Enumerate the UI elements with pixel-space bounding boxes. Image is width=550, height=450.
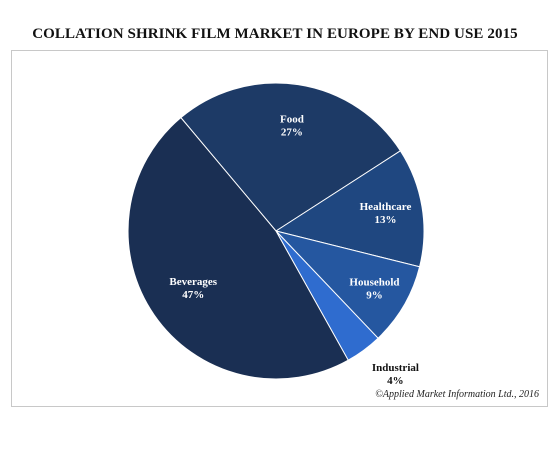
slice-value-household: 9% bbox=[366, 289, 383, 301]
copyright-credit: ©Applied Market Information Ltd., 2016 bbox=[375, 389, 539, 400]
pie-slice-beverages bbox=[127, 116, 349, 380]
pie-slice-household bbox=[274, 230, 421, 339]
slice-value-beverages: 47% bbox=[182, 289, 204, 301]
pie-slice-food bbox=[180, 82, 402, 232]
pie-slices bbox=[127, 82, 425, 380]
slice-label-food: Food bbox=[280, 114, 304, 126]
slice-label-industrial: Industrial bbox=[372, 362, 419, 374]
slice-label-healthcare: Healthcare bbox=[360, 201, 412, 213]
chart-title: COLLATION SHRINK FILM MARKET IN EUROPE B… bbox=[32, 26, 518, 42]
slice-label-beverages: Beverages bbox=[169, 276, 217, 288]
slice-value-food: 27% bbox=[281, 127, 303, 139]
pie-slice-healthcare bbox=[274, 150, 425, 268]
slice-label-household: Household bbox=[349, 276, 399, 288]
slice-value-healthcare: 13% bbox=[375, 214, 397, 226]
chart-frame: Food 27% Healthcare 13% Household 9% Industria… bbox=[11, 50, 548, 407]
slice-value-industrial: 4% bbox=[387, 375, 404, 387]
